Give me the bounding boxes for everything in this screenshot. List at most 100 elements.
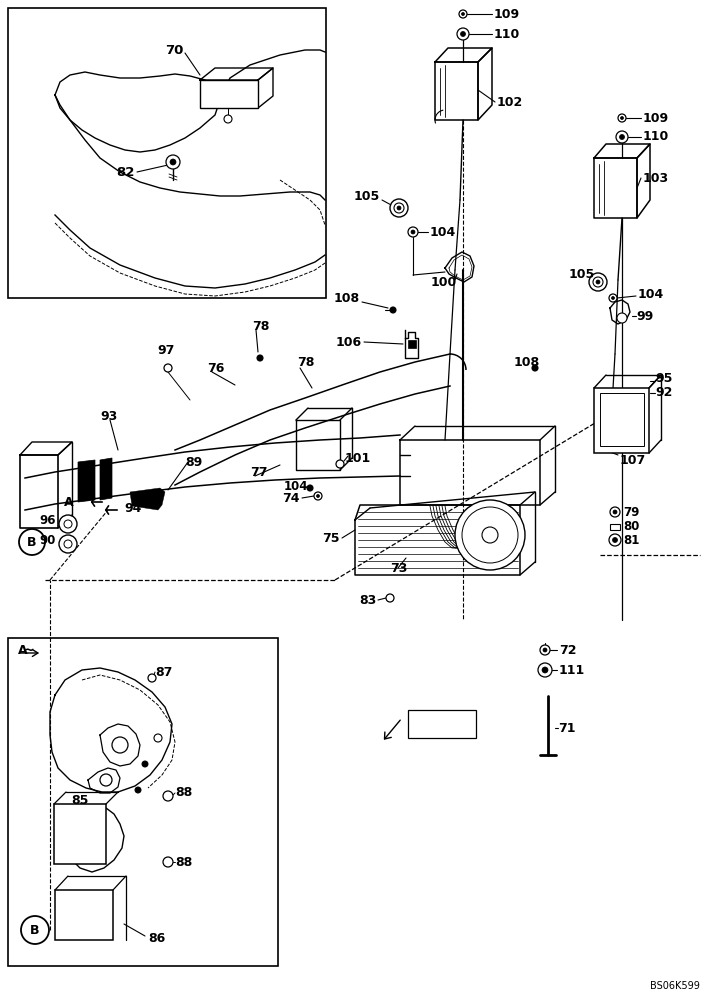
Circle shape: [408, 227, 418, 237]
Text: B: B: [30, 924, 40, 936]
Circle shape: [64, 540, 72, 548]
Circle shape: [307, 485, 313, 491]
Text: 78: 78: [297, 357, 315, 369]
Circle shape: [609, 534, 621, 546]
Polygon shape: [100, 458, 112, 500]
Circle shape: [19, 529, 45, 555]
Bar: [408, 340, 416, 348]
Circle shape: [317, 494, 320, 497]
Polygon shape: [78, 460, 95, 502]
Circle shape: [618, 114, 626, 122]
Text: 72: 72: [559, 644, 577, 656]
Text: BS06K599: BS06K599: [650, 981, 700, 991]
Text: 108: 108: [334, 292, 360, 304]
Bar: [200, 80, 258, 108]
Bar: [8, 8, 326, 298]
Text: A: A: [64, 495, 74, 508]
Text: 95: 95: [655, 371, 672, 384]
Text: 74: 74: [282, 491, 300, 504]
Bar: [55, 890, 113, 940]
Text: 111: 111: [559, 664, 585, 676]
Text: 107: 107: [620, 454, 647, 466]
Circle shape: [609, 294, 617, 302]
Circle shape: [540, 645, 550, 655]
Text: 104: 104: [430, 226, 456, 238]
Circle shape: [59, 515, 77, 533]
Text: 92: 92: [655, 386, 672, 399]
Circle shape: [314, 492, 322, 500]
Circle shape: [64, 520, 72, 528]
Bar: [594, 388, 649, 453]
Text: 81: 81: [623, 534, 639, 546]
Circle shape: [596, 280, 600, 284]
Circle shape: [163, 791, 173, 801]
Bar: [610, 524, 620, 530]
Circle shape: [610, 507, 620, 517]
Circle shape: [593, 277, 603, 287]
Text: 78: 78: [252, 320, 269, 332]
Circle shape: [617, 313, 627, 323]
Circle shape: [100, 774, 112, 786]
Text: 93: 93: [100, 410, 117, 422]
Text: 104: 104: [284, 480, 308, 492]
Circle shape: [482, 527, 498, 543]
Bar: [408, 710, 476, 738]
Text: 90: 90: [40, 534, 56, 546]
Circle shape: [611, 296, 614, 300]
Circle shape: [336, 460, 344, 468]
Text: 97: 97: [157, 344, 174, 357]
Circle shape: [386, 594, 394, 602]
Text: 88: 88: [175, 856, 192, 868]
Circle shape: [135, 787, 141, 793]
Text: 88: 88: [175, 786, 192, 800]
Circle shape: [462, 12, 464, 15]
Text: 87: 87: [155, 666, 172, 678]
Text: 109: 109: [643, 111, 669, 124]
Text: 103: 103: [643, 172, 669, 184]
Text: 73: 73: [390, 562, 408, 574]
Text: 71: 71: [558, 722, 575, 734]
Text: 105: 105: [569, 267, 595, 280]
Text: 105: 105: [354, 190, 380, 202]
Circle shape: [163, 857, 173, 867]
Circle shape: [59, 535, 77, 553]
Bar: [54, 804, 106, 864]
Text: 86: 86: [148, 932, 166, 944]
Circle shape: [257, 355, 263, 361]
Circle shape: [164, 364, 172, 372]
Text: 76: 76: [207, 361, 225, 374]
Text: ~: ~: [24, 644, 35, 656]
Circle shape: [394, 203, 404, 213]
Circle shape: [619, 134, 624, 139]
Circle shape: [621, 116, 624, 119]
Text: 99: 99: [636, 310, 653, 322]
Circle shape: [170, 159, 176, 165]
Circle shape: [532, 365, 538, 371]
Circle shape: [21, 916, 49, 944]
Text: 89: 89: [185, 456, 202, 468]
Text: 70: 70: [165, 43, 183, 56]
Text: 108: 108: [514, 356, 540, 368]
Circle shape: [112, 737, 128, 753]
Circle shape: [613, 510, 617, 514]
Text: 94: 94: [124, 502, 141, 514]
Circle shape: [148, 674, 156, 682]
Text: 109: 109: [494, 7, 520, 20]
Circle shape: [616, 131, 628, 143]
Polygon shape: [130, 488, 165, 510]
Text: 85: 85: [71, 794, 89, 806]
Text: 75: 75: [323, 532, 340, 544]
Text: 110: 110: [643, 130, 670, 143]
Text: 102: 102: [497, 96, 523, 108]
Circle shape: [459, 10, 467, 18]
Circle shape: [542, 667, 548, 673]
Text: 101: 101: [345, 452, 372, 464]
Circle shape: [461, 31, 466, 36]
Circle shape: [390, 307, 396, 313]
Circle shape: [166, 155, 180, 169]
Circle shape: [462, 507, 518, 563]
Circle shape: [589, 273, 607, 291]
Text: 106: 106: [336, 336, 362, 349]
Text: B: B: [27, 536, 37, 548]
Bar: [600, 393, 644, 446]
